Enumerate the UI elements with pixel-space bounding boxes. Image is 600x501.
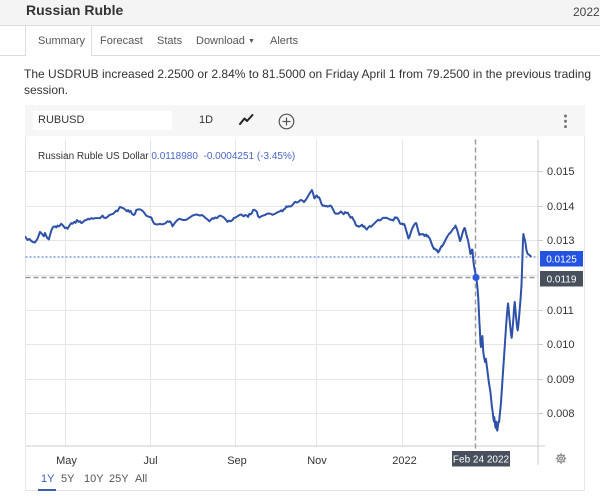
svg-text:0.011: 0.011: [547, 305, 574, 317]
svg-text:0.008: 0.008: [547, 408, 575, 420]
svg-text:2022: 2022: [392, 455, 416, 467]
svg-text:Sep: Sep: [227, 455, 247, 467]
svg-text:Nov: Nov: [307, 455, 327, 467]
svg-text:0.010: 0.010: [547, 339, 575, 351]
svg-text:0.015: 0.015: [547, 166, 575, 178]
svg-text:May: May: [56, 455, 77, 467]
svg-text:0.013: 0.013: [547, 235, 575, 247]
svg-text:0.009: 0.009: [547, 374, 575, 386]
svg-text:0.0119: 0.0119: [547, 274, 577, 285]
svg-text:Feb 24 2022: Feb 24 2022: [453, 454, 510, 465]
svg-text:0.0125: 0.0125: [546, 254, 577, 265]
svg-text:0.014: 0.014: [547, 201, 575, 213]
svg-text:Jul: Jul: [143, 455, 157, 467]
